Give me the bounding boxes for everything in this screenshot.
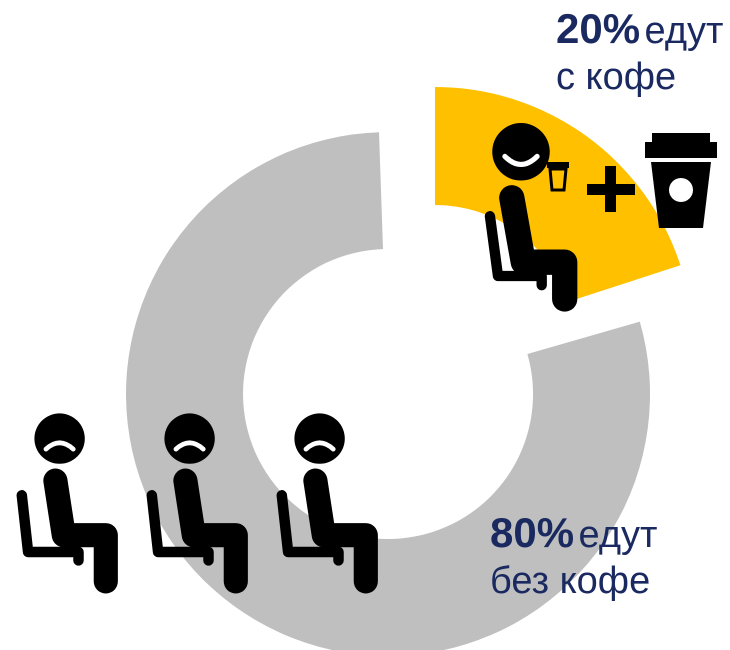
coffee-cup-icon — [645, 133, 717, 228]
small-coffee-cup-icon — [547, 162, 569, 192]
sad-seated-person-icon — [16, 413, 118, 594]
with-coffee-percent: 20% — [556, 5, 641, 52]
with-coffee-label: 20% едут с кофе — [556, 4, 723, 100]
with-coffee-text-line1: едут — [644, 10, 724, 52]
donut-slice-without-coffee — [126, 132, 650, 650]
plus-icon — [587, 166, 635, 212]
without-coffee-text-line1: едут — [578, 514, 658, 556]
without-coffee-label: 80% едут без кофе — [490, 508, 657, 604]
without-coffee-percent: 80% — [490, 509, 575, 556]
sad-seated-person-icon — [146, 413, 248, 594]
happy-seated-person-icon — [484, 123, 578, 312]
sad-seated-person-icon — [276, 413, 378, 594]
without-coffee-text-line2: без кофе — [490, 559, 651, 602]
with-coffee-text-line2: с кофе — [556, 55, 677, 98]
